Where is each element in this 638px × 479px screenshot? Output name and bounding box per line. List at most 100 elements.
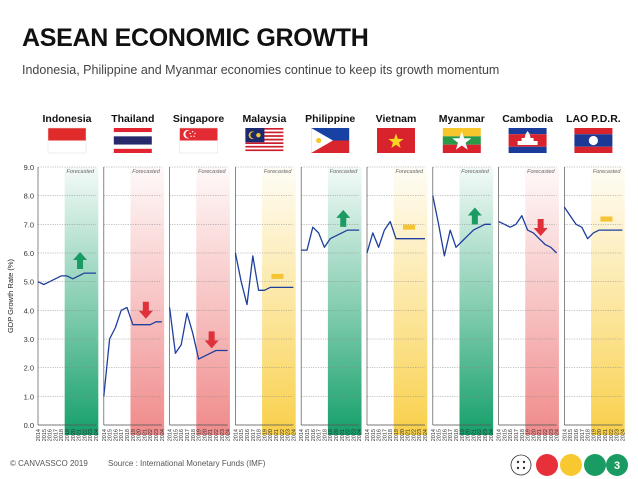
country-name: Cambodia — [502, 113, 553, 125]
x-tick-label: 2022 — [214, 429, 220, 441]
x-tick-label: 2017 — [514, 429, 520, 441]
y-tick-label: 7.0 — [24, 220, 34, 229]
y-tick-label: 1.0 — [24, 392, 34, 401]
page-number-badge — [606, 454, 628, 476]
x-tick-label: 2020 — [531, 429, 537, 441]
x-tick-label: 2017 — [448, 429, 454, 441]
flag-star — [190, 135, 192, 138]
x-tick-label: 2018 — [520, 429, 526, 441]
x-tick-label: 2015 — [437, 429, 443, 441]
x-tick-label: 2017 — [317, 429, 323, 441]
flag-moon-cut — [250, 131, 257, 139]
down-arrow-icon — [533, 219, 548, 237]
vietnam-flag-icon — [377, 128, 415, 153]
x-tick-label: 2017 — [251, 429, 257, 441]
series-line-indonesia — [37, 272, 96, 286]
x-tick-label: 2017 — [185, 429, 191, 441]
x-tick-label: 2020 — [466, 429, 472, 441]
x-tick-label: 2016 — [245, 429, 251, 441]
page-subtitle: Indonesia, Philippine and Myanmar econom… — [22, 63, 500, 77]
forecast-label: Forecasted — [527, 169, 555, 175]
x-tick-label: 2024 — [620, 429, 626, 441]
x-tick-label: 2018 — [59, 429, 65, 441]
x-tick-label: 2021 — [142, 429, 148, 441]
x-tick-label: 2021 — [208, 429, 214, 441]
flag-part — [48, 140, 86, 153]
series-line-lao-p-d-r — [563, 206, 623, 240]
flag-border — [179, 127, 218, 154]
cambodia-flag-icon — [508, 128, 547, 153]
flag-part — [113, 136, 152, 145]
x-tick-label: 2017 — [119, 429, 125, 441]
logo-dot-2-icon — [522, 460, 526, 464]
y-axis-label: GDP Growth Rate (%) — [6, 258, 15, 333]
x-tick-label: 2018 — [388, 429, 394, 441]
up-arrow-icon — [73, 251, 88, 269]
x-tick-label: 2015 — [173, 429, 179, 441]
x-tick-label: 2015 — [371, 429, 377, 441]
x-tick-label: 2016 — [377, 429, 383, 441]
y-tick-label: 0.0 — [24, 421, 34, 430]
country-name: Thailand — [111, 113, 154, 125]
flag-border — [47, 127, 87, 154]
page-number: 3 — [614, 460, 620, 472]
forecast-band — [64, 167, 99, 435]
x-tick-label: 2023 — [351, 429, 357, 441]
x-tick-label: 2022 — [411, 429, 417, 441]
x-tick-label: 2022 — [477, 429, 483, 441]
malaysia-flag-icon — [245, 128, 284, 153]
country-name: Indonesia — [42, 113, 91, 125]
flag-stripe — [245, 149, 284, 152]
source-text: Source : International Monetary Funds (I… — [108, 459, 266, 468]
flag-stripe — [245, 145, 284, 148]
thailand-flag-icon — [113, 128, 152, 153]
series-line-philippine — [301, 226, 360, 251]
x-tick-label: 2024 — [489, 429, 495, 441]
x-tick-label: 2018 — [454, 429, 460, 441]
x-tick-label: 2020 — [268, 429, 274, 441]
x-tick-label: 2021 — [77, 429, 83, 441]
flag-stripe — [245, 151, 284, 153]
x-tick-label: 2023 — [220, 429, 226, 441]
forecast-label: Forecasted — [66, 169, 94, 175]
x-tick-label: 2016 — [48, 429, 54, 441]
forecast-label: Forecasted — [593, 169, 621, 175]
x-tick-label: 2020 — [597, 429, 603, 441]
panel-philippine: Philippine Forecasted 2014 2015 2016 2017 2018… — [299, 113, 363, 441]
x-tick-label: 2022 — [280, 429, 286, 441]
forecast-label: Forecasted — [198, 169, 226, 175]
flag-triangle — [311, 128, 333, 153]
x-tick-label: 2016 — [442, 429, 448, 441]
series-line-malaysia — [234, 252, 294, 306]
y-tick-label: 2.0 — [24, 364, 34, 373]
logo-dot-4-icon — [522, 466, 526, 470]
x-tick-label: 2018 — [125, 429, 131, 441]
flag-star — [189, 132, 191, 135]
x-tick-label: 2021 — [406, 429, 412, 441]
singapore-flag-icon — [179, 127, 218, 154]
footer-icons: 3 — [510, 454, 628, 476]
up-arrow-icon — [336, 209, 351, 227]
y-tick-label: 6.0 — [24, 249, 34, 258]
x-tick-label: 2020 — [202, 429, 208, 441]
x-tick-label: 2014 — [36, 429, 42, 441]
yellow-dot-icon — [560, 454, 582, 476]
x-tick-label: 2019 — [460, 429, 466, 441]
forecast-band — [591, 167, 625, 435]
y-tick-label: 3.0 — [24, 335, 34, 344]
x-tick-label: 2024 — [226, 429, 232, 441]
flag-part — [48, 128, 86, 141]
flag-part — [574, 146, 613, 153]
x-tick-label: 2018 — [586, 429, 592, 441]
x-tick-label: 2024 — [291, 429, 297, 441]
x-tick-label: 2021 — [274, 429, 280, 441]
flag-part — [179, 140, 218, 153]
x-tick-label: 2020 — [71, 429, 77, 441]
forecast-band — [327, 167, 362, 435]
x-tick-label: 2015 — [502, 429, 508, 441]
x-tick-label: 2019 — [197, 429, 203, 441]
y-tick-label: 4.0 — [24, 306, 34, 315]
